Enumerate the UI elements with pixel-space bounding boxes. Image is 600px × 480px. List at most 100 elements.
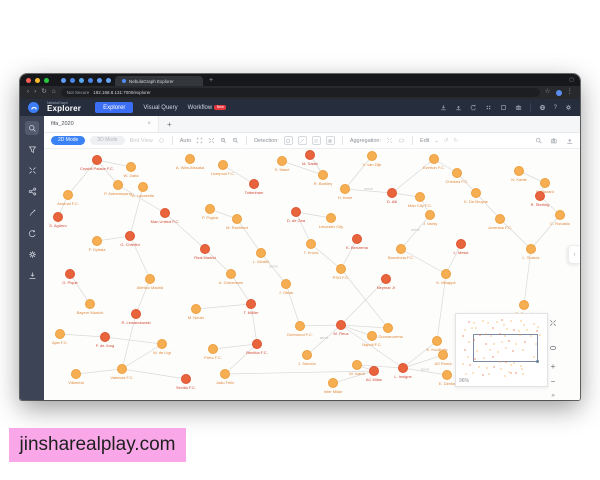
graph-node[interactable] xyxy=(367,151,377,161)
detection-edge-button[interactable] xyxy=(297,136,307,145)
graph-node[interactable] xyxy=(226,269,236,279)
window-minimize-button[interactable] xyxy=(35,77,40,83)
graph-node[interactable] xyxy=(157,339,167,349)
graph-node[interactable] xyxy=(442,370,452,380)
graph-node[interactable] xyxy=(277,156,287,166)
pinned-tab[interactable] xyxy=(88,77,93,83)
back-icon[interactable]: ‹ xyxy=(27,88,30,96)
detection-node-button[interactable] xyxy=(283,136,293,145)
active-browser-tab[interactable]: NebulaGraph Explorer xyxy=(115,76,203,86)
graph-node[interactable] xyxy=(252,339,262,349)
pinned-tab[interactable] xyxy=(70,77,75,83)
new-tab-button[interactable]: + xyxy=(209,76,214,84)
graph-node[interactable] xyxy=(71,369,81,379)
pinned-tab[interactable] xyxy=(97,77,102,83)
right-panel-toggle[interactable]: ‹ xyxy=(568,245,580,264)
graph-node[interactable] xyxy=(305,150,315,160)
detection-settings-button[interactable] xyxy=(325,136,335,145)
export-canvas-icon[interactable] xyxy=(566,137,574,145)
graph-node[interactable] xyxy=(249,179,259,189)
graph-node[interactable] xyxy=(256,248,266,258)
sidebar-item-edit[interactable] xyxy=(25,205,39,219)
graph-node[interactable] xyxy=(160,208,170,218)
graph-node[interactable] xyxy=(113,180,123,190)
lasso-icon[interactable] xyxy=(549,339,557,357)
apps-icon[interactable] xyxy=(485,104,492,111)
language-icon[interactable] xyxy=(539,104,546,111)
graph-node[interactable] xyxy=(291,207,301,217)
graph-node[interactable] xyxy=(131,309,141,319)
graph-node[interactable] xyxy=(302,350,312,360)
help-icon[interactable]: ? xyxy=(553,104,557,111)
graph-node[interactable] xyxy=(456,239,466,249)
pinned-tab[interactable] xyxy=(61,77,66,83)
graph-node[interactable] xyxy=(200,244,210,254)
graph-canvas[interactable]: serve serve serve serve serve Crystal Palace… xyxy=(44,149,580,400)
zoom-out-button[interactable]: − xyxy=(550,376,556,386)
graph-node[interactable] xyxy=(232,214,242,224)
settings-icon[interactable] xyxy=(565,104,572,111)
minimap-viewport[interactable] xyxy=(473,334,539,363)
sidebar-item-graph-algorithm[interactable] xyxy=(25,184,39,198)
graph-node[interactable] xyxy=(181,374,191,384)
history-icon[interactable] xyxy=(470,104,477,111)
url-input[interactable]: Not Secure 192.168.8.131:7000/explorer xyxy=(60,88,540,97)
bird-view-button[interactable]: Bird View xyxy=(129,137,153,144)
workspace-tab-fifa2020[interactable]: fifa_2020 × xyxy=(44,116,159,132)
add-workspace-tab-button[interactable]: + xyxy=(167,119,172,129)
graph-node[interactable] xyxy=(340,184,350,194)
graph-node[interactable] xyxy=(100,332,110,342)
graph-node[interactable] xyxy=(398,363,408,373)
close-tab-icon[interactable]: × xyxy=(147,121,151,127)
graph-node[interactable] xyxy=(92,236,102,246)
bookmark-star-icon[interactable]: ☆ xyxy=(544,88,551,96)
browser-menu-icon[interactable]: ⋮ xyxy=(566,88,574,96)
aggregate-icon[interactable] xyxy=(386,137,393,144)
window-zoom-button[interactable] xyxy=(44,77,49,83)
graph-node[interactable] xyxy=(369,366,379,376)
graph-node[interactable] xyxy=(381,274,391,284)
nav-item-workflow[interactable]: Workflow New xyxy=(188,105,227,111)
mode-3d-button[interactable]: 3D Mode xyxy=(90,136,125,145)
graph-node[interactable] xyxy=(138,182,148,192)
graph-node[interactable] xyxy=(306,239,316,249)
export-icon[interactable] xyxy=(455,104,462,111)
ungroup-icon[interactable] xyxy=(398,137,405,144)
graph-node[interactable] xyxy=(352,234,362,244)
graph-node[interactable] xyxy=(441,269,451,279)
graph-node[interactable] xyxy=(246,299,256,309)
profile-avatar[interactable] xyxy=(555,89,562,96)
sidebar-item-settings[interactable] xyxy=(25,247,39,261)
search-icon[interactable] xyxy=(535,137,543,145)
graph-node[interactable] xyxy=(125,231,135,241)
graph-node[interactable] xyxy=(145,274,155,284)
graph-node[interactable] xyxy=(367,331,377,341)
graph-node[interactable] xyxy=(526,244,536,254)
graph-node[interactable] xyxy=(326,213,336,223)
sidebar-item-history[interactable] xyxy=(25,226,39,240)
fit-view-icon[interactable] xyxy=(196,137,203,144)
graph-node[interactable] xyxy=(535,191,545,201)
graph-node[interactable] xyxy=(336,264,346,274)
graph-node[interactable] xyxy=(117,364,127,374)
graph-node[interactable] xyxy=(387,188,397,198)
home-icon[interactable]: ⌂ xyxy=(51,88,56,96)
graph-node[interactable] xyxy=(220,369,230,379)
expand-selection-icon[interactable] xyxy=(208,137,215,144)
auto-layout-label[interactable]: Auto xyxy=(179,137,192,144)
graph-node[interactable] xyxy=(555,210,565,220)
pinned-tab[interactable] xyxy=(79,77,84,83)
graph-node[interactable] xyxy=(432,336,442,346)
graph-node[interactable] xyxy=(328,378,338,388)
graph-node[interactable] xyxy=(126,162,136,172)
collapse-minimap-icon[interactable]: » xyxy=(551,392,555,399)
graph-node[interactable] xyxy=(63,190,73,200)
reload-icon[interactable]: ↻ xyxy=(41,88,47,96)
graph-node[interactable] xyxy=(452,168,462,178)
detection-cluster-button[interactable] xyxy=(311,136,321,145)
forward-icon[interactable]: › xyxy=(34,88,37,96)
graph-node[interactable] xyxy=(429,154,439,164)
mode-2d-button[interactable]: 2D Mode xyxy=(51,136,86,145)
graph-node[interactable] xyxy=(218,160,228,170)
redo-icon[interactable]: ↻ xyxy=(453,137,458,144)
